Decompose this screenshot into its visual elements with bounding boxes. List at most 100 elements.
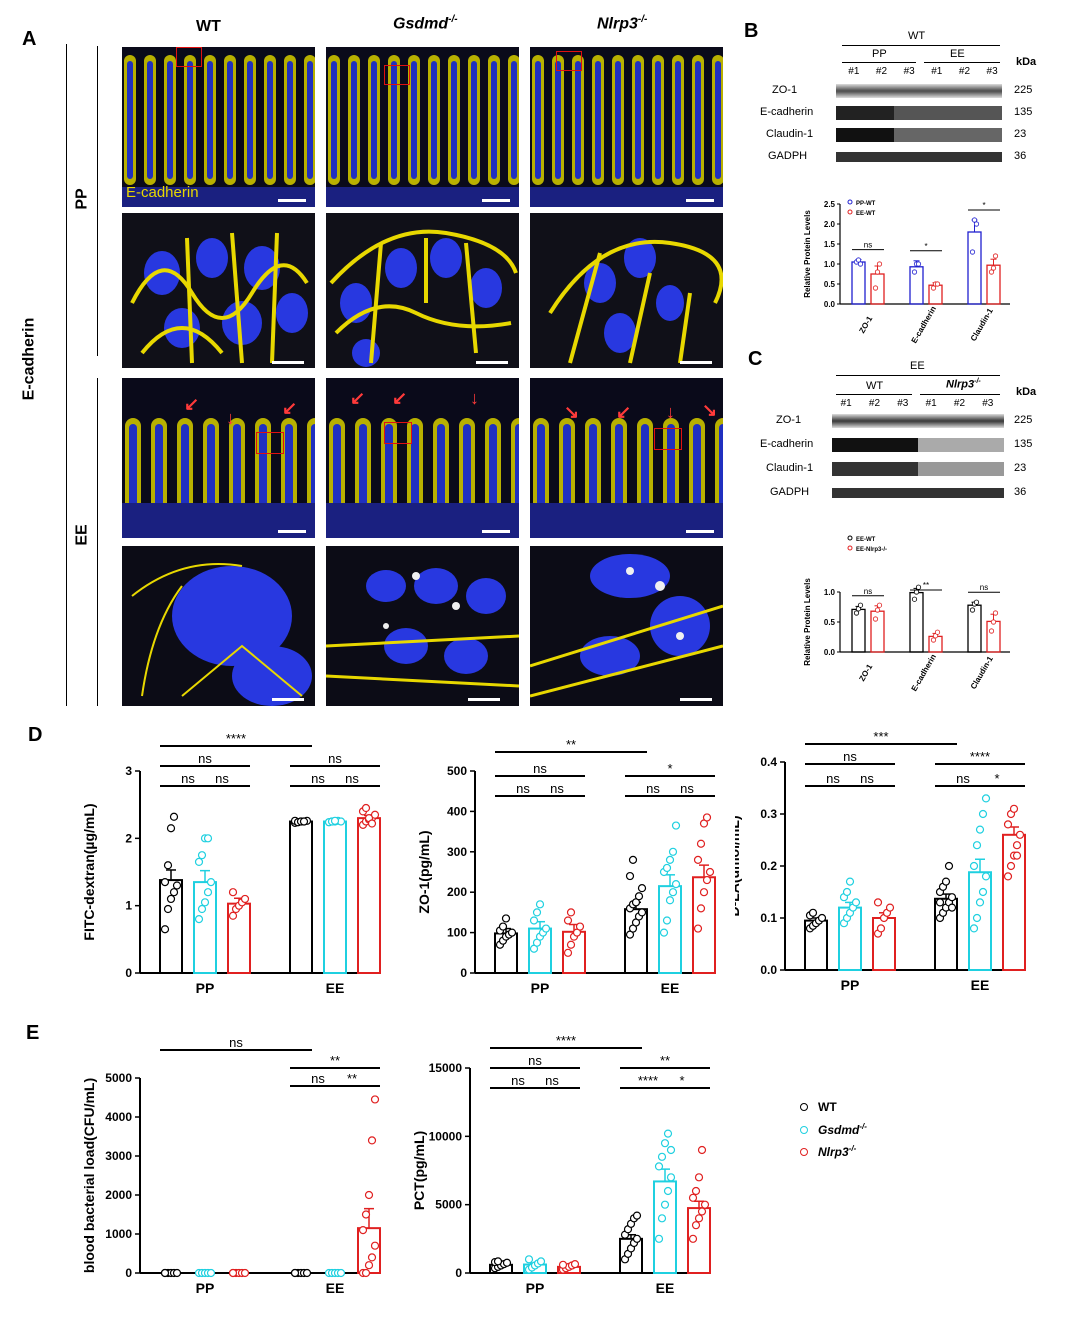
- bar: [870, 610, 885, 653]
- y-tick-label: 0.1: [760, 911, 777, 925]
- data-point: [662, 863, 672, 873]
- sig-label: ns: [864, 587, 872, 596]
- data-point: [973, 599, 980, 605]
- villi-pattern: [122, 47, 315, 207]
- data-point: [637, 884, 647, 893]
- blot-band-strip: [832, 414, 1004, 428]
- y-tick-label: 1.0: [824, 260, 836, 269]
- data-point: [671, 821, 681, 830]
- data-point: [570, 1260, 580, 1269]
- micrograph-ee-nlrp3-low: ↘ ↙ ↓ ↘: [530, 378, 723, 538]
- blot-band-strip: [832, 438, 1004, 452]
- data-point: [228, 911, 238, 920]
- data-point: [172, 881, 182, 890]
- scale-bar: [680, 361, 712, 364]
- data-point: [981, 872, 991, 881]
- scale-bar: [680, 698, 712, 701]
- scale-bar: [482, 530, 510, 533]
- y-tick-label: 4000: [105, 1110, 132, 1124]
- data-point: [845, 877, 855, 886]
- panel-label-b: B: [744, 20, 759, 42]
- data-point: [990, 619, 997, 625]
- data-point: [532, 908, 542, 917]
- data-point: [1012, 841, 1022, 850]
- data-point: [872, 285, 879, 291]
- arrow-marker: ↓: [666, 402, 675, 422]
- sig-label: *: [924, 242, 927, 251]
- data-point: [694, 1173, 704, 1182]
- x-tick-label: PP: [196, 1280, 215, 1296]
- x-tick-label: EE: [661, 980, 680, 996]
- sig-label: ns: [328, 751, 342, 766]
- blot-subgroup-pp: PP: [872, 48, 887, 60]
- data-point: [367, 1136, 377, 1145]
- arrow-marker: ↙: [350, 388, 366, 408]
- sig-label: ns: [680, 781, 694, 796]
- divider-line-main: [66, 44, 67, 706]
- y-tick-label: 3000: [105, 1149, 132, 1163]
- scale-bar: [272, 361, 304, 364]
- data-point: [941, 877, 951, 886]
- data-point: [361, 1210, 371, 1219]
- data-point: [370, 810, 380, 819]
- blot-subgroup-line: [842, 62, 916, 63]
- divider-line-pp: [97, 46, 98, 356]
- data-point: [194, 857, 204, 866]
- arrow-marker: ↓: [226, 408, 235, 428]
- data-point: [203, 834, 213, 843]
- y-tick-label: 200: [447, 885, 467, 899]
- col-header-nlrp3: Nlrp3-/-: [597, 14, 648, 33]
- bar: [653, 1180, 677, 1274]
- y-tick-label: 1000: [105, 1227, 132, 1241]
- data-point: [660, 1200, 670, 1209]
- data-point: [969, 249, 976, 255]
- data-point: [541, 924, 551, 933]
- data-point: [665, 855, 675, 864]
- data-point: [632, 1234, 642, 1243]
- data-point: [857, 261, 864, 267]
- data-point: [361, 803, 371, 813]
- data-point: [930, 285, 937, 291]
- blot-b: WT PP EE kDa #1 #2 #3 #1 #2 #3 ZO-1 225 E-c…: [760, 30, 1060, 170]
- data-point: [971, 217, 978, 223]
- bar: [193, 881, 217, 975]
- roi-box: [384, 422, 412, 444]
- blot-band-strip: [832, 488, 1004, 498]
- data-point: [842, 887, 852, 897]
- data-point: [501, 914, 511, 923]
- data-point: [975, 825, 985, 834]
- divider-line-ee: [97, 378, 98, 706]
- sig-label: ns: [646, 781, 660, 796]
- cell-pattern: [326, 568, 519, 688]
- blot-row: Claudin-1 23: [766, 462, 1027, 476]
- bar: [619, 1237, 643, 1274]
- bar: [159, 879, 183, 974]
- sig-label: *: [679, 1073, 684, 1088]
- data-point: [1003, 872, 1013, 881]
- data-point: [364, 1190, 374, 1200]
- panel-label-a: A: [22, 28, 37, 50]
- legend-e: WT Gsdmd-/- Nlrp3-/-: [800, 1100, 950, 1170]
- blot-lane-labels: #1 #2 #3 #1 #2 #3: [848, 66, 998, 77]
- y-tick-label: 0.5: [824, 618, 836, 627]
- blot-row: GADPH 36: [768, 150, 1027, 162]
- bar: [851, 261, 866, 305]
- legend-item-gsdmd: Gsdmd-/-: [800, 1122, 867, 1137]
- data-point: [524, 1255, 534, 1264]
- y-tick-label: 2.5: [824, 200, 836, 209]
- row-label-pp: PP: [73, 188, 91, 210]
- col-header-wt: WT: [196, 18, 221, 35]
- x-tick-label: ZO-1: [857, 314, 874, 335]
- data-point: [194, 915, 204, 924]
- data-point: [529, 916, 539, 925]
- data-point: [944, 861, 954, 871]
- legend-label: EE-WT: [856, 211, 876, 217]
- data-point: [988, 628, 995, 634]
- roi-box: [176, 47, 202, 67]
- villi-pattern: [530, 378, 723, 538]
- data-point: [358, 1226, 368, 1235]
- data-point: [169, 888, 179, 897]
- blot-band-strip: [836, 152, 1002, 162]
- arrow-marker: ↘: [702, 400, 718, 420]
